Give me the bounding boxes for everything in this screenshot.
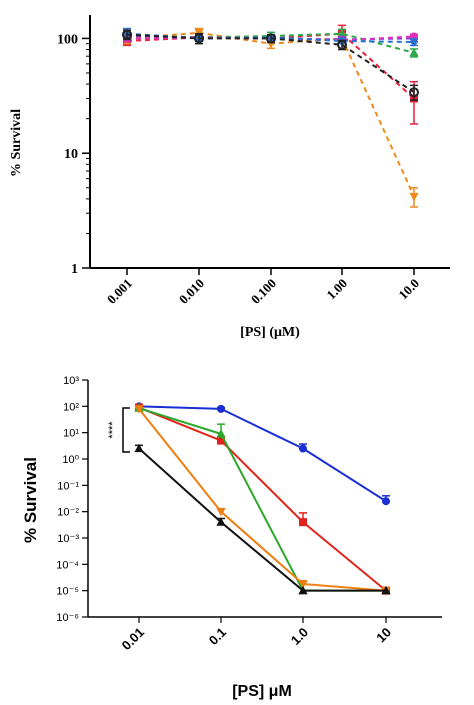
chart-top-x-tick-label: 0.010 <box>176 276 207 307</box>
chart-top-axes <box>89 15 450 269</box>
data-point <box>299 444 307 453</box>
chart-bottom-y-axis-label: % Survival <box>21 457 40 543</box>
data-point <box>298 585 308 595</box>
data-point <box>217 436 225 445</box>
chart-bottom-y-tick-label: 10³ <box>63 375 79 387</box>
chart-top-x-tick-label: 0.100 <box>248 276 279 307</box>
significance-stars: **** <box>107 421 119 439</box>
chart-top-y-tick-label: 1 <box>71 262 78 277</box>
data-point <box>409 47 419 57</box>
chart-bottom-x-tick-label: 0.1 <box>206 625 229 648</box>
data-point <box>134 405 144 414</box>
data-point <box>216 429 226 438</box>
series-line <box>138 447 386 592</box>
data-point <box>410 37 418 47</box>
data-point <box>409 87 419 98</box>
chart-top-x-tick-label: 1.00 <box>323 276 350 303</box>
series-line <box>138 407 386 592</box>
chart-bottom-series-5 <box>134 443 391 595</box>
data-point <box>382 497 390 506</box>
chart-bottom-x-tick-label: 0.01 <box>119 625 148 654</box>
chart-bottom-series-4 <box>134 405 391 596</box>
series-line <box>126 31 415 197</box>
data-point <box>337 39 347 50</box>
series-line <box>138 406 387 592</box>
chart-top-x-tick-label: 10.0 <box>395 276 422 303</box>
chart-bottom-y-tick-label: 10⁻⁵ <box>56 586 79 598</box>
data-point <box>337 28 347 38</box>
chart-bottom-y-tick-label: 10² <box>63 401 79 413</box>
chart-top-ticks: 1 10 100 0.001 0.010 0.100 1.00 10.0 <box>57 32 422 306</box>
chart-bottom: 10³ 10² 10¹ 10⁰ 10⁻¹ 10⁻² 10⁻³ 10⁻⁴ 10⁻⁵ 10⁻⁶ 0.01… <box>21 375 442 700</box>
data-point <box>134 443 144 453</box>
chart-bottom-series-1 <box>135 402 390 506</box>
series-line <box>138 408 387 592</box>
chart-bottom-series-3 <box>134 403 391 595</box>
chart-top-series-7 <box>122 29 419 101</box>
data-point <box>216 508 226 517</box>
chart-bottom-x-axis-label: [PS] μM <box>232 683 292 700</box>
chart-bottom-x-tick-label: 10 <box>373 625 394 646</box>
data-point <box>194 33 204 44</box>
chart-bottom-x-tick-label: 1.0 <box>288 625 311 648</box>
series-line <box>138 405 387 503</box>
chart-top-y-tick-label: 100 <box>57 32 78 47</box>
chart-bottom-y-tick-label: 10⁻⁶ <box>56 612 79 624</box>
chart-bottom-y-tick-label: 10⁻³ <box>57 533 79 545</box>
chart-top-series <box>122 24 419 208</box>
chart-bottom-y-tick-label: 10⁻² <box>57 507 79 519</box>
chart-top-x-tick-label: 0.001 <box>104 276 135 307</box>
chart-bottom-axes <box>87 380 442 618</box>
chart-bottom-y-tick-label: 10⁰ <box>62 454 79 466</box>
chart-top-x-axis-label: [PS] (μM) <box>240 325 300 340</box>
data-point <box>409 192 419 202</box>
chart-bottom-y-tick-label: 10⁻¹ <box>57 480 79 492</box>
significance-bracket: **** <box>107 407 130 453</box>
chart-bottom-series <box>134 402 391 596</box>
chart-top-y-axis-label: % Survival <box>9 109 24 177</box>
data-point <box>217 404 225 413</box>
chart-bottom-series-2 <box>135 403 390 595</box>
data-point <box>381 585 391 595</box>
chart-bottom-y-tick-label: 10⁻⁴ <box>56 559 79 571</box>
data-point <box>122 29 132 40</box>
data-point <box>299 518 307 527</box>
chart-bottom-y-tick-label: 10¹ <box>63 428 79 440</box>
data-point <box>266 33 276 44</box>
chart-top-y-tick-label: 10 <box>64 147 78 162</box>
data-point <box>298 580 308 589</box>
data-point <box>216 517 226 526</box>
chart-top: 1 10 100 0.001 0.010 0.100 1.00 10.0 % Survival… <box>9 15 450 340</box>
chart-top-series-2 <box>122 27 419 208</box>
